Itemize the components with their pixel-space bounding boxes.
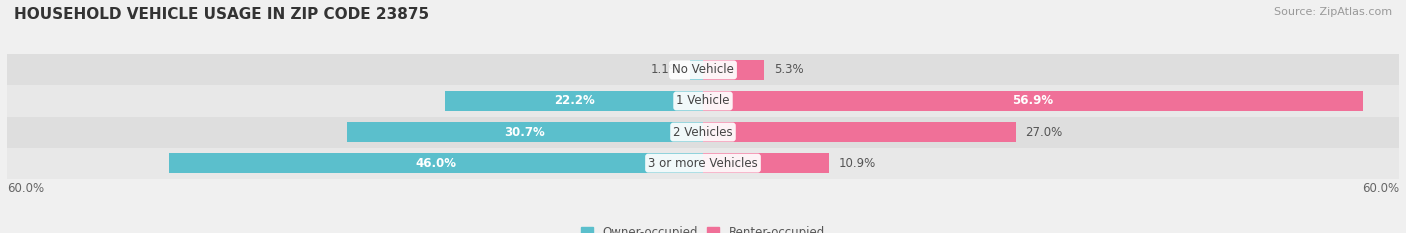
Text: 3 or more Vehicles: 3 or more Vehicles (648, 157, 758, 170)
Bar (7, 86, 1399, 116)
Text: 5.3%: 5.3% (773, 63, 803, 76)
Bar (690, 60, 703, 79)
Legend: Owner-occupied, Renter-occupied: Owner-occupied, Renter-occupied (576, 221, 830, 233)
Bar (170, 154, 703, 173)
Text: 10.9%: 10.9% (839, 157, 876, 170)
Text: 46.0%: 46.0% (416, 157, 457, 170)
Text: 60.0%: 60.0% (1362, 182, 1399, 195)
Bar (703, 60, 765, 79)
Text: 1.1%: 1.1% (651, 63, 681, 76)
Text: 1 Vehicle: 1 Vehicle (676, 94, 730, 107)
Text: No Vehicle: No Vehicle (672, 63, 734, 76)
Bar (703, 91, 1362, 111)
Bar (703, 122, 1017, 142)
Text: 30.7%: 30.7% (505, 126, 546, 139)
Text: 2 Vehicles: 2 Vehicles (673, 126, 733, 139)
Bar (703, 154, 830, 173)
Bar (7, 147, 1399, 179)
Bar (7, 116, 1399, 147)
Bar (7, 54, 1399, 86)
Bar (347, 122, 703, 142)
Text: Source: ZipAtlas.com: Source: ZipAtlas.com (1274, 7, 1392, 17)
Text: 27.0%: 27.0% (1025, 126, 1063, 139)
Text: HOUSEHOLD VEHICLE USAGE IN ZIP CODE 23875: HOUSEHOLD VEHICLE USAGE IN ZIP CODE 2387… (14, 7, 429, 22)
Text: 60.0%: 60.0% (7, 182, 44, 195)
Text: 22.2%: 22.2% (554, 94, 595, 107)
Bar (446, 91, 703, 111)
Text: 56.9%: 56.9% (1012, 94, 1053, 107)
